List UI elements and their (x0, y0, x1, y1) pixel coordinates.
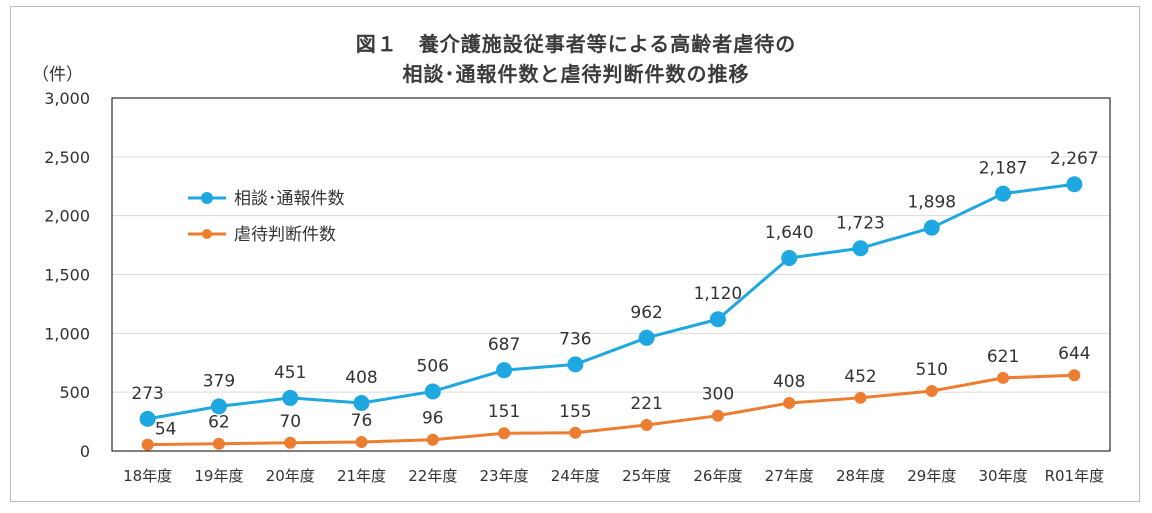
data-label: 70 (279, 412, 301, 432)
x-tick-label: 24年度 (551, 467, 600, 485)
data-label: 379 (203, 371, 235, 391)
data-label: 300 (702, 385, 734, 405)
x-tick-label: 23年度 (480, 467, 529, 485)
y-tick-label: 1,000 (44, 324, 90, 343)
data-label: 54 (155, 420, 177, 440)
x-tick-label: 21年度 (337, 467, 386, 485)
y-tick-label: 3,000 (44, 89, 90, 108)
x-tick-label: 28年度 (836, 467, 885, 485)
legend-marker (202, 229, 212, 239)
data-label: 1,120 (694, 284, 743, 304)
data-point (923, 219, 940, 236)
x-tick-label: 30年度 (979, 467, 1028, 485)
data-point (210, 398, 227, 415)
data-point (141, 438, 154, 451)
data-point (284, 436, 297, 449)
legend-label: 相談･通報件数 (234, 189, 345, 209)
y-axis-unit-label: （件） (32, 65, 83, 85)
legend-marker (201, 192, 213, 204)
data-point (569, 426, 582, 439)
data-point (640, 418, 653, 431)
y-tick-label: 2,500 (44, 148, 90, 167)
data-label: 221 (630, 394, 662, 414)
x-tick-label: 18年度 (123, 467, 172, 485)
data-point (925, 384, 938, 397)
data-point (997, 371, 1010, 384)
series-line (147, 182, 1075, 421)
data-label: 962 (630, 303, 662, 323)
x-tick-label: 27年度 (765, 467, 814, 485)
data-point (1066, 176, 1083, 193)
data-point (854, 391, 867, 404)
chart-title: 図１ 養介護施設従事者等による高齢者虐待の (355, 32, 797, 56)
y-tick-label: 500 (59, 383, 90, 402)
data-point (212, 437, 225, 450)
y-tick-label: 0 (80, 442, 90, 461)
data-point (424, 383, 441, 400)
data-label: 408 (773, 372, 805, 392)
data-label: 451 (274, 363, 306, 383)
chart-frame (10, 6, 1140, 502)
data-label: 687 (488, 335, 520, 355)
data-point (995, 185, 1012, 202)
data-label: 1,723 (836, 213, 885, 233)
data-label: 155 (559, 402, 591, 422)
legend-label: 虐待判断件数 (234, 225, 336, 245)
x-tick-label: 22年度 (408, 467, 457, 485)
x-tick-label: 25年度 (622, 467, 671, 485)
data-point (139, 410, 156, 427)
data-point (426, 433, 439, 446)
data-label: 151 (488, 402, 520, 422)
data-point (282, 389, 299, 406)
x-tick-label: 29年度 (907, 467, 956, 485)
data-point (709, 311, 726, 328)
data-label: 1,898 (907, 193, 956, 213)
data-point (852, 240, 869, 257)
data-label: 452 (844, 367, 876, 387)
data-point (496, 362, 513, 379)
data-point (353, 394, 370, 411)
plot-area-border (111, 97, 1111, 452)
data-label: 62 (208, 413, 230, 433)
data-label: 510 (916, 360, 948, 380)
x-tick-label: 19年度 (194, 467, 243, 485)
data-label: 2,267 (1050, 149, 1099, 169)
data-label: 736 (559, 329, 591, 349)
data-point (711, 409, 724, 422)
y-tick-label: 1,500 (44, 266, 90, 285)
y-tick-label: 2,000 (44, 207, 90, 226)
data-point (567, 356, 584, 373)
data-point (638, 329, 655, 346)
chart-subtitle: 相談･通報件数と虐待判断件数の推移 (402, 62, 750, 86)
data-label: 96 (422, 409, 444, 429)
data-point (1068, 369, 1081, 382)
x-tick-label: 20年度 (266, 467, 315, 485)
x-tick-label: 26年度 (693, 467, 742, 485)
data-label: 1,640 (765, 223, 814, 243)
data-point (355, 436, 368, 449)
data-point (783, 396, 796, 409)
data-label: 644 (1058, 344, 1090, 364)
data-label: 2,187 (979, 159, 1028, 179)
data-label: 76 (351, 411, 373, 431)
data-point (498, 427, 511, 440)
series-line (147, 373, 1075, 447)
data-point (781, 250, 798, 267)
x-tick-label: R01年度 (1045, 467, 1105, 485)
data-label: 506 (417, 356, 449, 376)
data-label: 621 (987, 347, 1019, 367)
data-label: 408 (345, 368, 377, 388)
data-label: 273 (131, 384, 163, 404)
